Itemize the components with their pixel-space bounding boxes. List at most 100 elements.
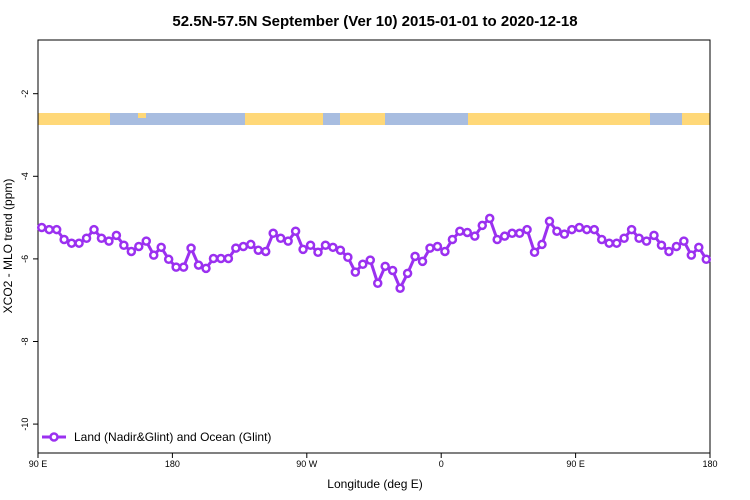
x-tick-label: 0 bbox=[439, 459, 444, 469]
data-point bbox=[462, 227, 473, 238]
data-point bbox=[231, 243, 241, 253]
series-line bbox=[41, 215, 708, 292]
data-point bbox=[440, 246, 450, 257]
data-point bbox=[343, 252, 353, 262]
land-band bbox=[682, 113, 710, 125]
data-point bbox=[507, 228, 517, 239]
data-point bbox=[626, 224, 637, 235]
land-band bbox=[138, 113, 146, 118]
data-point bbox=[365, 255, 376, 265]
data-point bbox=[701, 254, 712, 265]
data-point bbox=[126, 246, 137, 257]
data-point bbox=[51, 224, 62, 235]
data-point bbox=[163, 254, 174, 265]
x-tick-label: 90 E bbox=[566, 459, 585, 469]
data-point bbox=[328, 242, 338, 253]
data-point bbox=[290, 226, 301, 236]
data-point bbox=[283, 236, 293, 246]
data-point bbox=[186, 243, 196, 253]
data-point bbox=[246, 239, 256, 250]
data-point bbox=[470, 231, 480, 241]
data-point bbox=[275, 233, 286, 243]
data-point bbox=[641, 236, 652, 246]
data-point bbox=[141, 236, 152, 246]
data-point bbox=[574, 222, 585, 233]
x-tick-label: 180 bbox=[702, 459, 717, 469]
data-point bbox=[298, 244, 308, 255]
data-point bbox=[253, 245, 264, 255]
y-tick-label: -2 bbox=[20, 90, 30, 98]
data-point bbox=[499, 231, 510, 241]
data-point bbox=[559, 229, 570, 239]
data-point bbox=[74, 238, 84, 248]
data-point bbox=[604, 238, 614, 248]
plot-frame bbox=[37, 39, 711, 454]
data-point bbox=[537, 239, 547, 250]
data-point bbox=[477, 220, 488, 231]
data-point bbox=[611, 238, 622, 248]
data-point bbox=[148, 250, 159, 260]
data-point bbox=[634, 233, 644, 243]
legend-label: Land (Nadir&Glint) and Ocean (Glint) bbox=[74, 430, 271, 444]
data-point bbox=[81, 233, 92, 243]
data-point bbox=[552, 226, 562, 236]
data-point bbox=[111, 230, 122, 241]
data-point bbox=[156, 242, 166, 253]
data-point bbox=[694, 242, 704, 253]
data-point bbox=[432, 241, 443, 252]
land-ocean-band bbox=[38, 113, 710, 125]
y-tick-label: -8 bbox=[20, 337, 30, 345]
data-point bbox=[425, 243, 435, 253]
land-band bbox=[340, 113, 385, 125]
data-point bbox=[671, 241, 682, 252]
chart-title: 52.5N-57.5N September (Ver 10) 2015-01-0… bbox=[172, 13, 577, 30]
data-point bbox=[529, 247, 540, 258]
data-point bbox=[395, 283, 405, 293]
data-point bbox=[59, 234, 69, 245]
data-point bbox=[380, 261, 390, 272]
x-axis-label: Longitude (deg E) bbox=[327, 477, 422, 491]
data-point bbox=[358, 259, 368, 270]
x-tick-label: 90 W bbox=[296, 459, 318, 469]
data-point bbox=[119, 240, 129, 251]
data-point bbox=[201, 263, 211, 274]
data-point bbox=[455, 226, 465, 236]
data-point bbox=[313, 247, 323, 258]
data-point bbox=[417, 256, 428, 267]
data-point bbox=[484, 213, 495, 224]
x-tick-label: 180 bbox=[165, 459, 180, 469]
data-point bbox=[686, 250, 697, 260]
data-point bbox=[134, 241, 144, 252]
data-point bbox=[544, 216, 555, 227]
data-point bbox=[664, 246, 674, 257]
data-point bbox=[193, 260, 204, 270]
data-point bbox=[522, 224, 532, 235]
data-point bbox=[410, 251, 420, 262]
data-point bbox=[335, 245, 346, 255]
data-point bbox=[656, 240, 667, 251]
y-tick-label: -4 bbox=[20, 172, 30, 180]
data-point bbox=[268, 228, 278, 239]
data-point bbox=[447, 234, 458, 245]
data-point bbox=[260, 246, 271, 257]
legend-marker bbox=[49, 432, 59, 442]
data-point bbox=[305, 240, 316, 251]
data-point bbox=[372, 278, 383, 289]
data-point bbox=[679, 236, 689, 246]
data-point bbox=[238, 241, 249, 252]
data-point bbox=[387, 265, 398, 276]
data-point bbox=[589, 224, 600, 235]
data-point bbox=[582, 224, 592, 235]
data-point bbox=[178, 262, 189, 272]
data-point bbox=[208, 253, 219, 264]
data-point bbox=[96, 233, 107, 243]
land-band bbox=[38, 113, 110, 125]
data-point bbox=[619, 233, 629, 243]
data-point bbox=[223, 253, 234, 264]
x-tick-label: 90 E bbox=[29, 459, 48, 469]
data-point bbox=[320, 240, 331, 251]
data-point bbox=[492, 234, 502, 245]
data-point bbox=[596, 234, 607, 245]
land-band bbox=[468, 113, 650, 125]
data-point bbox=[171, 262, 181, 272]
